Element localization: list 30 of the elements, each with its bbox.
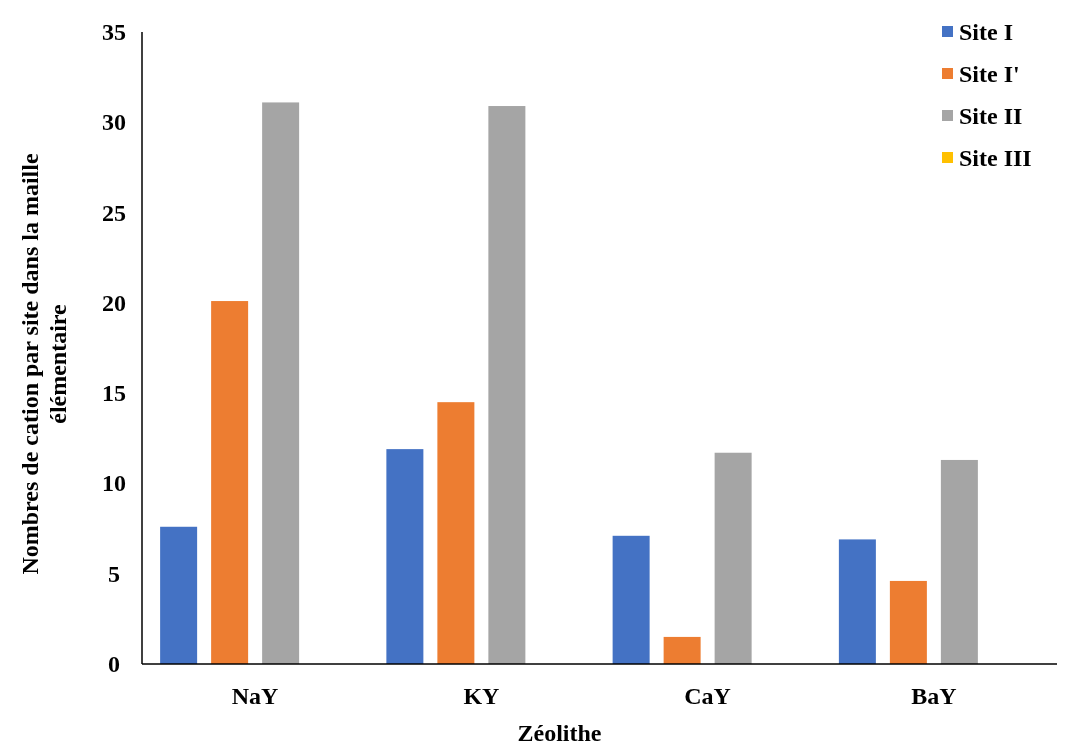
x-tick-label: BaY — [911, 683, 957, 709]
x-tick-label: CaY — [684, 683, 731, 709]
bar — [437, 402, 475, 664]
legend-label: Site I — [959, 19, 1013, 45]
y-tick-label: 25 — [102, 199, 126, 226]
bar — [714, 452, 752, 664]
legend-label: Site II — [959, 103, 1023, 129]
x-axis-title: Zéolithe — [517, 720, 602, 746]
y-tick-label: 5 — [108, 560, 120, 587]
x-tick-label: NaY — [231, 683, 279, 709]
y-tick-label: 20 — [102, 289, 126, 316]
bar — [262, 102, 300, 664]
y-tick-label: 15 — [102, 380, 126, 407]
legend-label: Site III — [959, 145, 1032, 171]
y-tick-label: 30 — [102, 109, 126, 136]
bar — [940, 459, 978, 664]
y-tick-label: 10 — [102, 470, 126, 497]
bar — [488, 106, 526, 664]
x-tick-label: KY — [463, 683, 500, 709]
bar — [889, 580, 927, 664]
bar — [838, 539, 876, 664]
y-axis-title: Nombres de cation par site dans la maille élémentaire — [17, 153, 71, 575]
y-tick-label: 0 — [108, 651, 120, 677]
bar — [160, 526, 198, 664]
bar — [663, 636, 701, 664]
legend-label: Site I' — [959, 61, 1020, 87]
bar — [386, 449, 424, 664]
bar — [211, 301, 249, 664]
y-tick-label: 35 — [102, 19, 126, 45]
bar — [612, 535, 650, 664]
